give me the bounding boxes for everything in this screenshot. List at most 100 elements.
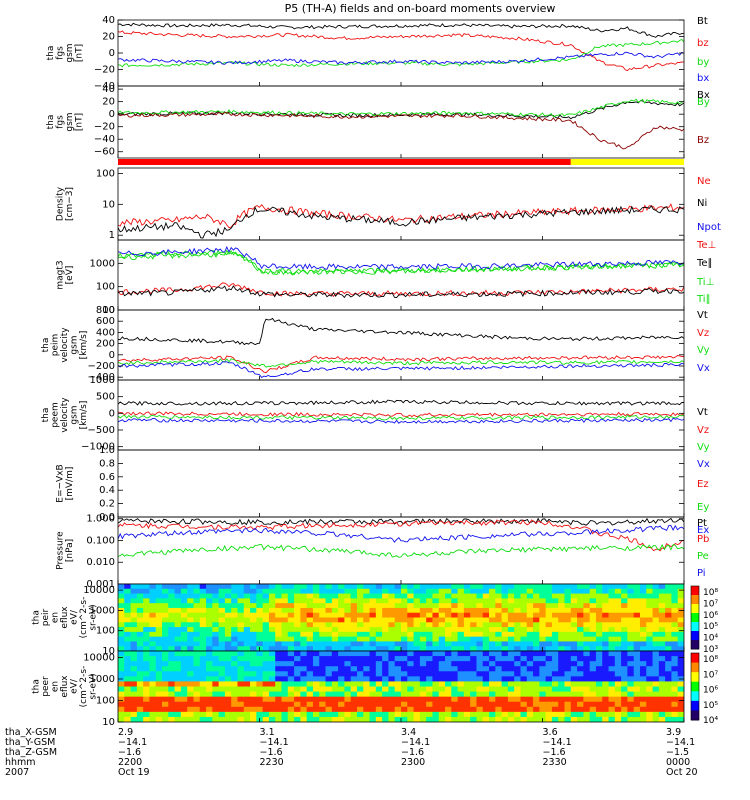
spectrogram-cell bbox=[168, 622, 176, 628]
spectrogram-cell bbox=[520, 617, 528, 623]
spectrogram-cell bbox=[533, 636, 540, 643]
spectrogram-cell bbox=[570, 696, 578, 703]
spectrogram-cell bbox=[457, 696, 465, 703]
legend-Bt: Bt bbox=[697, 16, 708, 27]
spectrogram-cell bbox=[413, 617, 421, 623]
spectrogram-cell bbox=[306, 593, 314, 599]
spectrogram-cell bbox=[187, 631, 195, 638]
spectrogram-cell bbox=[476, 706, 484, 713]
spectrogram-cell bbox=[193, 631, 201, 638]
spectrogram-cell bbox=[627, 696, 635, 703]
spectrogram-cell bbox=[180, 607, 188, 614]
spectrogram-cell bbox=[143, 593, 151, 599]
spectrogram-cell bbox=[224, 612, 232, 619]
spectrogram-cell bbox=[501, 686, 509, 693]
spectrogram-cell bbox=[331, 701, 339, 708]
spectrogram-cell bbox=[256, 666, 264, 672]
spectrogram-cell bbox=[432, 666, 440, 672]
spectrogram-cell bbox=[545, 627, 553, 633]
spectrogram-cell bbox=[639, 584, 647, 590]
spectrogram-cell bbox=[394, 656, 402, 662]
spectrogram-cell bbox=[558, 588, 566, 595]
spectrogram-cell bbox=[583, 627, 591, 633]
spectrogram-cell bbox=[130, 706, 138, 713]
x-tick-value: 3.1 bbox=[260, 727, 275, 738]
spectrogram-cell bbox=[633, 636, 641, 643]
spectrogram-cell bbox=[451, 622, 459, 628]
spectrogram-cell bbox=[514, 706, 522, 713]
spectrogram-cell bbox=[212, 681, 220, 688]
spectrogram-cell bbox=[168, 588, 176, 595]
spectrogram-cell bbox=[526, 681, 534, 688]
spectrogram-cell bbox=[495, 584, 503, 590]
spectrogram-cell bbox=[589, 691, 597, 698]
spectrogram-cell bbox=[621, 656, 628, 662]
spectrogram-cell bbox=[206, 641, 213, 647]
spectrogram-cell bbox=[564, 711, 572, 718]
spectrogram-cell bbox=[375, 593, 383, 599]
spectrogram-cell bbox=[224, 711, 232, 718]
spectrogram-cell bbox=[388, 584, 396, 590]
spectrogram-cell bbox=[268, 676, 276, 683]
spectrogram-cell bbox=[287, 691, 295, 698]
spectrogram-cell bbox=[356, 676, 364, 683]
spectrogram-cell bbox=[275, 671, 283, 677]
y-tick-label: 0.8 bbox=[99, 458, 115, 469]
spectrogram-cell bbox=[344, 651, 352, 657]
spectrogram-cell bbox=[520, 671, 528, 677]
spectrogram-cell bbox=[199, 691, 207, 698]
spectrogram-cell bbox=[514, 651, 522, 657]
spectrogram-cell bbox=[665, 646, 673, 651]
spectrogram-cell bbox=[583, 656, 591, 662]
spectrogram-cell bbox=[419, 691, 427, 698]
y-tick-label: −40 bbox=[94, 81, 115, 92]
spectrogram-cell bbox=[237, 651, 245, 657]
spectrogram-cell bbox=[331, 651, 339, 657]
spectrogram-cell bbox=[262, 681, 270, 688]
spectrogram-cell bbox=[514, 691, 522, 698]
spectrogram-cell bbox=[325, 588, 333, 595]
series-line-Vx bbox=[118, 361, 684, 379]
spectrogram-cell bbox=[356, 622, 364, 628]
y-axis-label: peem bbox=[51, 402, 61, 428]
spectrogram-cell bbox=[344, 656, 352, 662]
spectrogram-cell bbox=[564, 701, 572, 708]
spectrogram-cell bbox=[476, 598, 484, 604]
colorbar-tick-label: 10⁴ bbox=[703, 634, 718, 644]
spectrogram-cell bbox=[250, 691, 257, 698]
spectrogram-cell bbox=[356, 584, 364, 590]
spectrogram-cell bbox=[281, 661, 289, 667]
spectrogram-cell bbox=[124, 676, 132, 683]
spectrogram-cell bbox=[558, 607, 566, 614]
spectrogram-cell bbox=[319, 607, 327, 614]
spectrogram-cell bbox=[130, 676, 138, 683]
spectrogram-cell bbox=[639, 627, 647, 633]
spectrogram-cell bbox=[388, 676, 396, 683]
spectrogram-cell bbox=[457, 661, 465, 667]
spectrogram-cell bbox=[432, 701, 440, 708]
spectrogram-cell bbox=[451, 701, 459, 708]
spectrogram-cell bbox=[356, 607, 364, 614]
spectrogram-cell bbox=[268, 612, 276, 619]
spectrogram-cell bbox=[558, 701, 566, 708]
legend-Vx: Vx bbox=[697, 459, 710, 470]
spectrogram-cell bbox=[432, 593, 440, 599]
spectrogram-cell bbox=[602, 598, 610, 604]
spectrogram-cell bbox=[407, 656, 415, 662]
spectrogram-cell bbox=[224, 656, 232, 662]
y-tick-label: −20 bbox=[94, 65, 115, 76]
spectrogram-cell bbox=[231, 716, 239, 722]
spectrogram-cell bbox=[262, 691, 270, 698]
spectrogram-cell bbox=[457, 622, 465, 628]
spectrogram-cell bbox=[294, 716, 301, 722]
spectrogram-cell bbox=[162, 607, 169, 614]
spectrogram-cell bbox=[445, 636, 452, 643]
spectrogram-cell bbox=[470, 622, 478, 628]
spectrogram-cell bbox=[665, 716, 673, 722]
spectrogram-cell bbox=[262, 627, 270, 633]
spectrogram-cell bbox=[633, 651, 641, 657]
spectrogram-cell bbox=[199, 627, 207, 633]
spectrogram-cell bbox=[206, 661, 213, 667]
spectrogram-cell bbox=[382, 627, 390, 633]
spectrogram-cell bbox=[174, 681, 182, 688]
